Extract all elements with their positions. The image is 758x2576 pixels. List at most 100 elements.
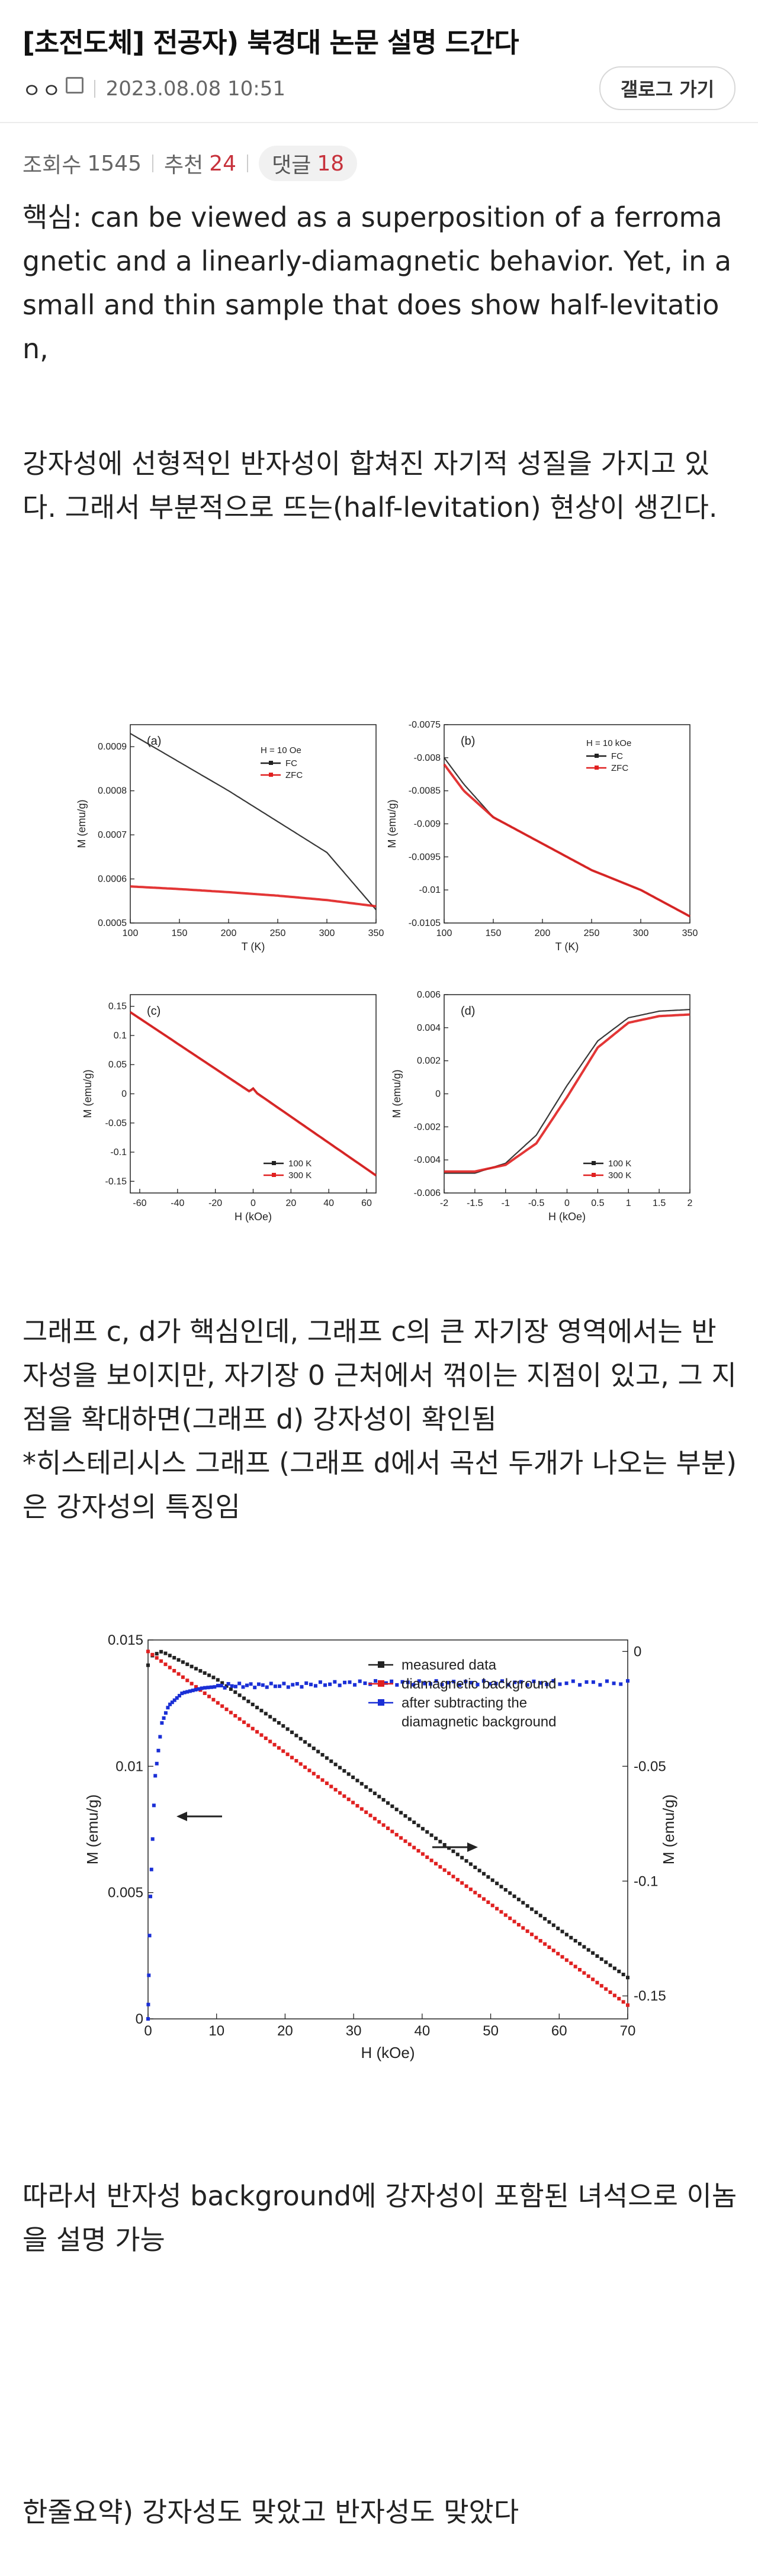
data-point bbox=[564, 1958, 568, 1962]
data-point bbox=[303, 1740, 307, 1744]
data-point bbox=[168, 1702, 172, 1706]
data-point bbox=[476, 1683, 480, 1687]
data-point bbox=[470, 1681, 474, 1685]
y-tick-label-left: 0.01 bbox=[115, 1758, 143, 1774]
data-point bbox=[207, 1673, 211, 1677]
data-point bbox=[429, 1833, 433, 1837]
data-point bbox=[153, 1774, 158, 1778]
x-tick-label: 0 bbox=[144, 2023, 152, 2039]
data-point bbox=[626, 1679, 629, 1683]
paragraph-text: 따라서 반자성 background에 강자성이 포함된 녀석으로 이놈을 설명… bbox=[23, 2180, 737, 2256]
data-point bbox=[530, 1907, 534, 1911]
data-point bbox=[182, 1690, 187, 1694]
figure-magnetization-panels: 100 150 200 250 300 3500.00050.00060.00070.00… bbox=[77, 716, 699, 1237]
data-point bbox=[359, 1807, 364, 1811]
data-point bbox=[503, 1913, 508, 1917]
data-point bbox=[230, 1684, 234, 1688]
data-point bbox=[564, 1932, 568, 1937]
data-point bbox=[586, 1948, 590, 1952]
y-axis-label: M (emu/g) bbox=[82, 1069, 94, 1118]
x-tick-label: -1 bbox=[502, 1198, 510, 1208]
data-point bbox=[155, 1656, 159, 1660]
x-tick-label: 50 bbox=[483, 2023, 499, 2039]
data-point bbox=[377, 1794, 381, 1799]
right-axis-arrowhead bbox=[467, 1842, 478, 1852]
data-point bbox=[372, 1816, 377, 1821]
data-point bbox=[538, 1681, 542, 1685]
data-point bbox=[604, 1987, 608, 1991]
data-point bbox=[229, 1710, 233, 1715]
data-point bbox=[264, 1736, 268, 1741]
legend-label: measured data bbox=[402, 1657, 497, 1673]
data-point bbox=[190, 1681, 194, 1686]
data-point bbox=[320, 1778, 325, 1782]
data-point bbox=[551, 1923, 555, 1927]
left-axis-arrowhead bbox=[176, 1812, 187, 1821]
data-point bbox=[250, 1702, 255, 1706]
data-point bbox=[534, 1911, 538, 1915]
comment-button[interactable]: 댓글 18 bbox=[259, 146, 358, 181]
legend-label: diamagnetic background bbox=[402, 1714, 557, 1730]
data-point bbox=[578, 1942, 582, 1946]
data-point bbox=[224, 1707, 229, 1712]
data-point bbox=[253, 1686, 257, 1690]
data-point bbox=[521, 1900, 525, 1905]
data-point bbox=[460, 1881, 464, 1885]
data-point bbox=[185, 1690, 190, 1694]
author-name[interactable]: ㅇㅇ bbox=[23, 79, 62, 103]
data-point bbox=[242, 1696, 246, 1700]
data-point bbox=[423, 1681, 427, 1686]
y-tick-label: -0.01 bbox=[419, 885, 441, 895]
data-point bbox=[351, 1775, 355, 1779]
data-point bbox=[545, 1682, 549, 1686]
data-point bbox=[328, 1682, 332, 1686]
data-point bbox=[168, 1654, 172, 1658]
data-point bbox=[381, 1823, 386, 1827]
data-point bbox=[481, 1679, 486, 1683]
data-point bbox=[468, 1862, 473, 1866]
x-tick-label: 2 bbox=[688, 1198, 693, 1208]
data-point bbox=[342, 1769, 346, 1773]
meta-divider bbox=[94, 80, 95, 98]
data-point bbox=[582, 1945, 586, 1949]
figure-diamagnetic-subtraction: 0 10 20 30 40 50 60 700.0150.010.00500-0.05-0.1… bbox=[77, 1625, 681, 2075]
x-tick-label: 250 bbox=[270, 928, 286, 938]
data-point bbox=[604, 1960, 608, 1964]
comment-label: 댓글 bbox=[272, 153, 311, 178]
data-point bbox=[358, 1679, 362, 1683]
data-point bbox=[241, 1685, 245, 1689]
y-tick-label: 0.0009 bbox=[98, 742, 127, 752]
data-point bbox=[486, 1900, 490, 1904]
data-point bbox=[416, 1849, 420, 1853]
data-point bbox=[268, 1715, 272, 1719]
y-axis-label: M (emu/g) bbox=[391, 1069, 403, 1118]
data-point bbox=[346, 1797, 351, 1802]
data-point bbox=[512, 1894, 516, 1898]
data-point bbox=[237, 1717, 242, 1721]
data-point bbox=[499, 1910, 503, 1914]
data-point bbox=[569, 1935, 573, 1940]
y-tick-label: -0.004 bbox=[414, 1155, 441, 1165]
data-point bbox=[309, 1683, 313, 1687]
data-point bbox=[400, 1680, 404, 1684]
data-point bbox=[407, 1842, 412, 1847]
x-tick-label: 350 bbox=[682, 928, 698, 938]
data-point bbox=[166, 1706, 170, 1710]
x-tick-label: 300 bbox=[633, 928, 649, 938]
data-point bbox=[355, 1804, 359, 1808]
y-tick-label-right: -0.1 bbox=[634, 1873, 658, 1889]
plot-frame bbox=[130, 994, 377, 1194]
data-point bbox=[560, 1929, 564, 1934]
data-point bbox=[277, 1746, 281, 1750]
data-point bbox=[412, 1683, 416, 1687]
data-point bbox=[500, 1679, 505, 1683]
data-point bbox=[224, 1684, 229, 1688]
data-point bbox=[188, 1689, 192, 1693]
y-tick-label: -0.05 bbox=[105, 1118, 127, 1128]
data-point bbox=[571, 1679, 575, 1683]
legend-marker bbox=[592, 1173, 596, 1177]
data-point bbox=[291, 1683, 295, 1687]
y-tick-label: -0.15 bbox=[105, 1176, 127, 1186]
gallog-button[interactable]: 갤로그 가기 bbox=[599, 66, 735, 110]
x-tick-label: -2 bbox=[440, 1198, 448, 1208]
